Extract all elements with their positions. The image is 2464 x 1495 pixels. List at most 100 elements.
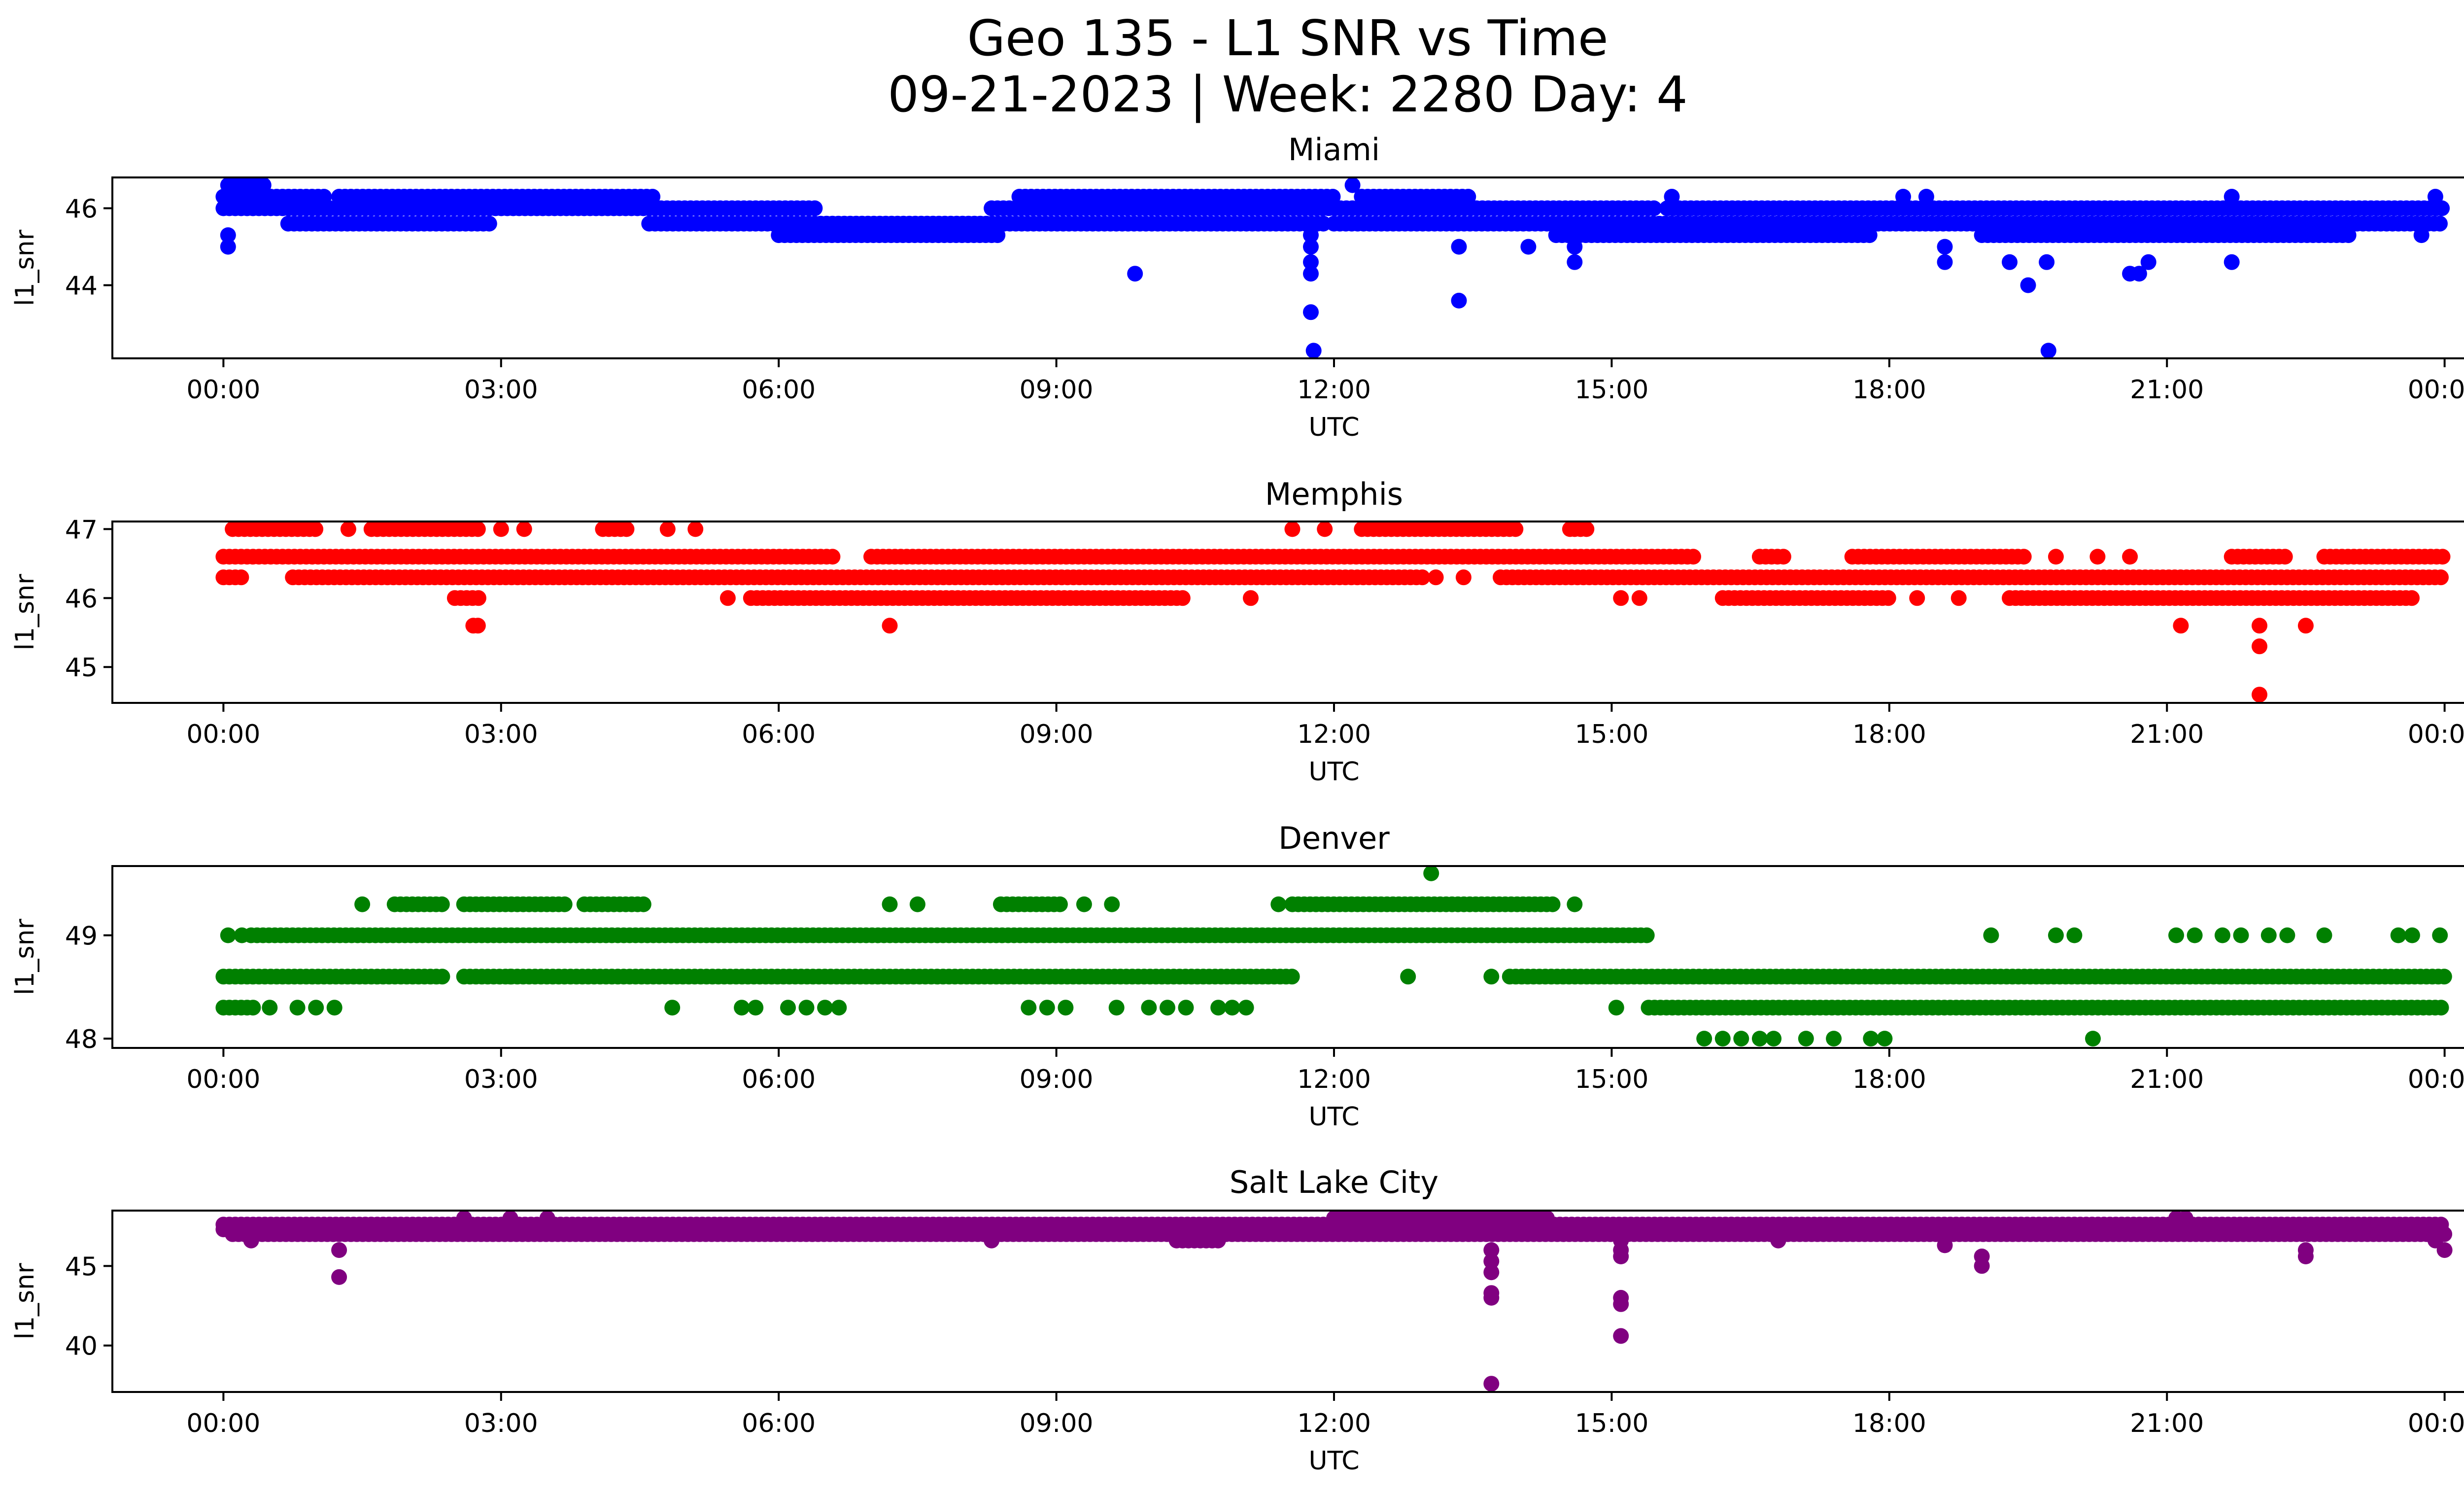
data-point [990,227,1006,243]
data-point [2434,200,2450,216]
data-point [2260,927,2277,943]
data-point [2436,1242,2453,1258]
data-point [2433,569,2449,586]
data-point [481,215,497,232]
data-point [1863,1031,1879,1047]
x-tick-label: 06:00 [742,375,816,405]
data-point [1317,522,1333,537]
x-tick-label: 18:00 [1852,1409,1926,1438]
data-point [2173,618,2189,634]
data-point [539,1211,555,1226]
subplot-salt-lake-city: Salt Lake City 00:00 03:00 06:00 09:00 12:00… [10,1164,2464,1476]
data-point [1951,590,1967,606]
data-point [2016,549,2032,565]
data-point [2066,927,2083,943]
data-point [2252,638,2267,655]
data-point [1909,590,1925,606]
data-point [1918,189,1934,205]
data-point [470,618,486,634]
data-point [2252,618,2267,634]
data-point [1880,590,1896,606]
x-tick-label: 09:00 [1020,375,1094,405]
marker-band [446,590,486,606]
marker-band [215,189,332,205]
data-point [2020,277,2036,293]
x-tick-label: 00:00 [2408,720,2464,749]
data-point [1733,1031,1749,1047]
data-point [1303,227,1319,243]
x-axis-label: UTC [1308,757,1359,787]
data-point [1039,1000,1055,1016]
data-point [2297,618,2314,634]
data-point [1284,969,1300,985]
data-point [2140,254,2156,270]
data-point [2252,687,2267,703]
data-point [1344,177,1361,193]
data-point [2297,1249,2314,1264]
x-tick-label: 15:00 [1574,1065,1648,1094]
data-point [1685,549,1701,565]
y-tick-label: 47 [65,515,98,545]
scatter-markers [215,866,2452,1047]
data-point [807,200,823,216]
data-point [817,1000,833,1016]
marker-band [386,896,450,912]
marker-band [1326,1211,1555,1226]
data-point [1895,189,1911,205]
marker-band [771,227,1006,243]
data-point [1270,896,1287,912]
data-point [1483,1264,1500,1281]
data-point [748,1000,764,1016]
x-tick-label: 21:00 [2130,720,2204,749]
data-point [1613,1328,1629,1344]
y-tick-label: 48 [65,1025,98,1054]
data-point [1305,343,1322,358]
data-point [1567,254,1583,270]
data-point [1104,896,1120,912]
data-point [316,189,332,205]
marker-band [984,200,1662,216]
data-point [340,522,356,537]
marker-band [225,1226,2453,1242]
marker-band [215,200,823,216]
data-point [1775,549,1791,565]
data-point [1451,239,1467,255]
figure-title-line2: 09-21-2023 | Week: 2280 Day: 4 [888,66,1687,123]
x-tick-label: 09:00 [1020,1065,1094,1094]
x-tick-label: 12:00 [1297,720,1371,749]
data-point [434,969,450,985]
data-point [220,239,236,255]
marker-band [1354,522,1524,537]
marker-band [1844,549,2032,565]
y-axis-label: l1_snr [10,1263,40,1340]
x-axis-label: UTC [1308,1446,1359,1476]
data-point [1423,866,1439,881]
data-point [1141,1000,1157,1016]
x-tick-label: 06:00 [742,1409,816,1438]
data-point [1664,189,1680,205]
data-point [882,618,898,634]
data-point [2404,927,2420,943]
data-point [1937,1237,1953,1253]
axis-ticks: 00:00 03:00 06:00 09:00 12:00 15:00 18:00 21:00… [65,921,2464,1094]
data-point [331,1269,347,1285]
x-tick-label: 00:00 [186,720,260,749]
data-point [308,522,324,537]
data-point [2177,1211,2193,1226]
marker-band [1659,200,2450,216]
axis-ticks: 00:00 03:00 06:00 09:00 12:00 15:00 18:00 21:00… [65,515,2464,749]
data-point [635,896,651,912]
data-point [2039,254,2055,270]
marker-band [285,569,1431,586]
data-point [331,1242,347,1258]
data-point [243,1232,259,1249]
data-point [1714,1031,1731,1047]
data-point [2048,549,2064,565]
y-tick-label: 44 [65,272,98,301]
data-point [1696,1031,1712,1047]
data-point [262,1000,278,1016]
data-point [2224,254,2240,270]
data-point [2214,927,2230,943]
x-tick-label: 03:00 [464,720,538,749]
data-point [664,1000,681,1016]
